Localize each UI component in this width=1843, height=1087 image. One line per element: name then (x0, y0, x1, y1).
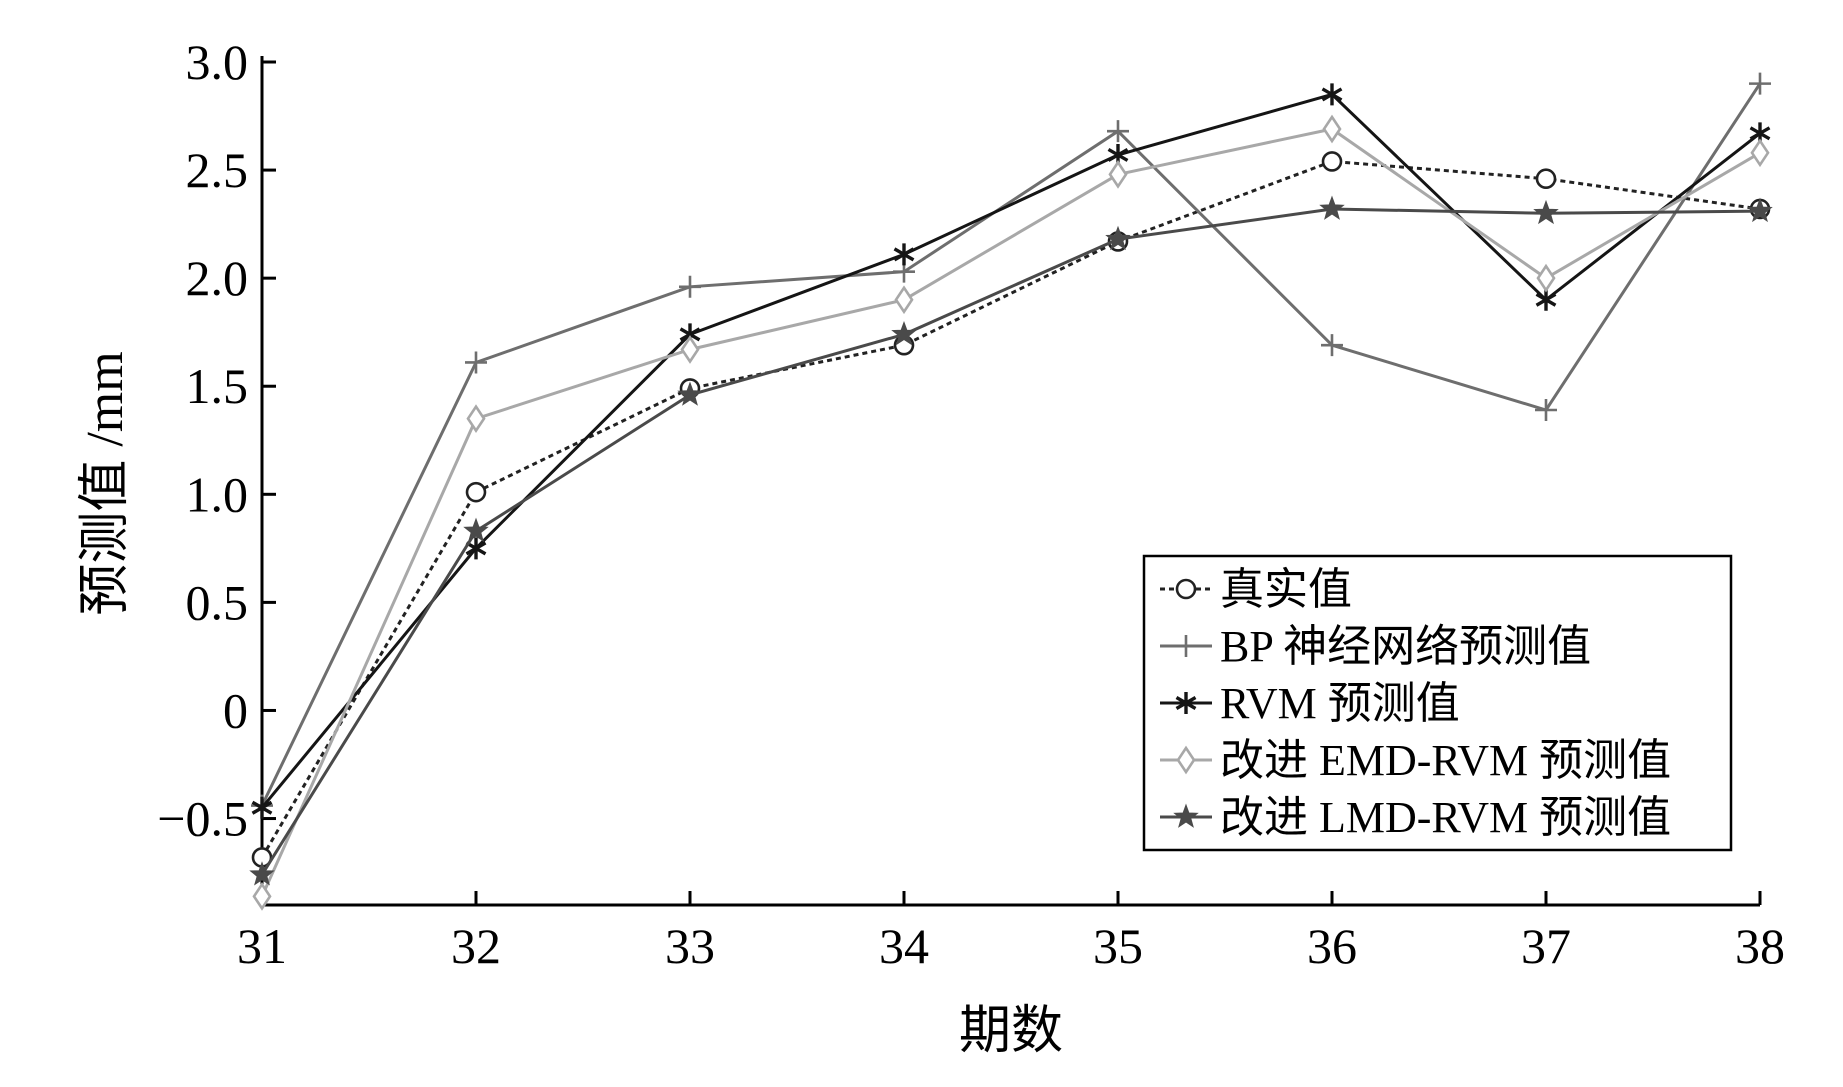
series-line (260, 82, 1762, 807)
legend-label: 改进 LMD-RVM 预测值 (1220, 793, 1671, 842)
y-tick-label: −0.5 (157, 791, 248, 847)
legend-item: 改进 LMD-RVM 预测值 (1160, 793, 1671, 842)
data-point (1535, 399, 1557, 422)
y-tick-label: 1.0 (186, 466, 249, 522)
y-tick-label: 2.5 (186, 142, 249, 198)
y-tick-label: 1.5 (186, 358, 249, 414)
legend-item: BP 神经网络预测值 (1160, 622, 1591, 671)
data-point (1750, 138, 1770, 168)
data-point (680, 335, 700, 364)
data-point (1108, 160, 1128, 189)
data-point (1321, 151, 1343, 172)
legend-item: 真实值 (1160, 565, 1352, 614)
data-point (1107, 120, 1129, 143)
data-point (893, 243, 915, 266)
legend-marker (1175, 578, 1197, 600)
data-point (249, 861, 275, 886)
data-point (465, 351, 487, 374)
axes: 3.0 2.5 2.0 1.5 1.0 0.5 0 −0.5 31 32 33 34 35 36 37 38 (157, 34, 1785, 974)
series-line (260, 127, 1761, 898)
data-point (1322, 114, 1342, 144)
y-axis-title: 预测值 /mm (77, 351, 134, 615)
legend-marker (1175, 692, 1197, 714)
x-axis-title: 期数 (959, 1003, 1063, 1060)
y-tick-label: 0.5 (186, 574, 249, 630)
data-point (1535, 168, 1557, 190)
x-tick-label: 31 (237, 918, 287, 974)
data-point (1321, 83, 1343, 106)
data-point (1533, 199, 1559, 225)
data-point (1749, 72, 1771, 95)
data-point (1105, 225, 1131, 251)
series-1 (251, 151, 1771, 868)
y-tick-label: 0 (223, 682, 248, 738)
x-tick-label: 34 (879, 918, 929, 974)
series-layer (249, 72, 1773, 911)
data-point (1536, 263, 1556, 293)
data-point (679, 275, 701, 298)
data-point (1747, 197, 1773, 223)
x-tick-label: 36 (1307, 918, 1357, 974)
data-point (463, 517, 489, 542)
legend-item: RVM 预测值 (1160, 679, 1460, 728)
data-point (1319, 195, 1345, 220)
legend-marker (1173, 803, 1199, 828)
legend-marker (1176, 745, 1196, 775)
x-tick-label: 35 (1093, 918, 1143, 974)
data-point (1321, 334, 1343, 357)
x-tick-label: 32 (451, 918, 501, 974)
legend-item: 改进 EMD-RVM 预测值 (1160, 736, 1671, 785)
x-tick-label: 38 (1735, 918, 1785, 974)
data-point (677, 381, 703, 406)
x-tick-label: 37 (1521, 918, 1571, 974)
legend-label: RVM 预测值 (1220, 679, 1460, 728)
data-point (891, 320, 917, 346)
data-point (465, 481, 487, 503)
y-tick-label: 2.0 (186, 250, 249, 306)
data-point (251, 796, 273, 819)
legend-box (1142, 554, 1733, 852)
legend-marker (1175, 635, 1197, 657)
legend-label: 改进 EMD-RVM 预测值 (1220, 736, 1671, 785)
series-line (260, 207, 1761, 876)
series-3 (251, 83, 1771, 819)
series-2 (251, 72, 1771, 817)
data-point (465, 537, 487, 560)
data-point (894, 285, 914, 315)
series-4 (252, 114, 1770, 911)
data-point (466, 404, 486, 433)
series-line (260, 92, 1761, 809)
y-tick-label: 3.0 (186, 34, 249, 90)
legend-label: 真实值 (1220, 565, 1352, 614)
series-5 (249, 195, 1773, 886)
series-line (260, 159, 1761, 859)
legend-label: BP 神经网络预测值 (1220, 622, 1591, 671)
x-tick-label: 33 (665, 918, 715, 974)
data-point (252, 882, 272, 911)
